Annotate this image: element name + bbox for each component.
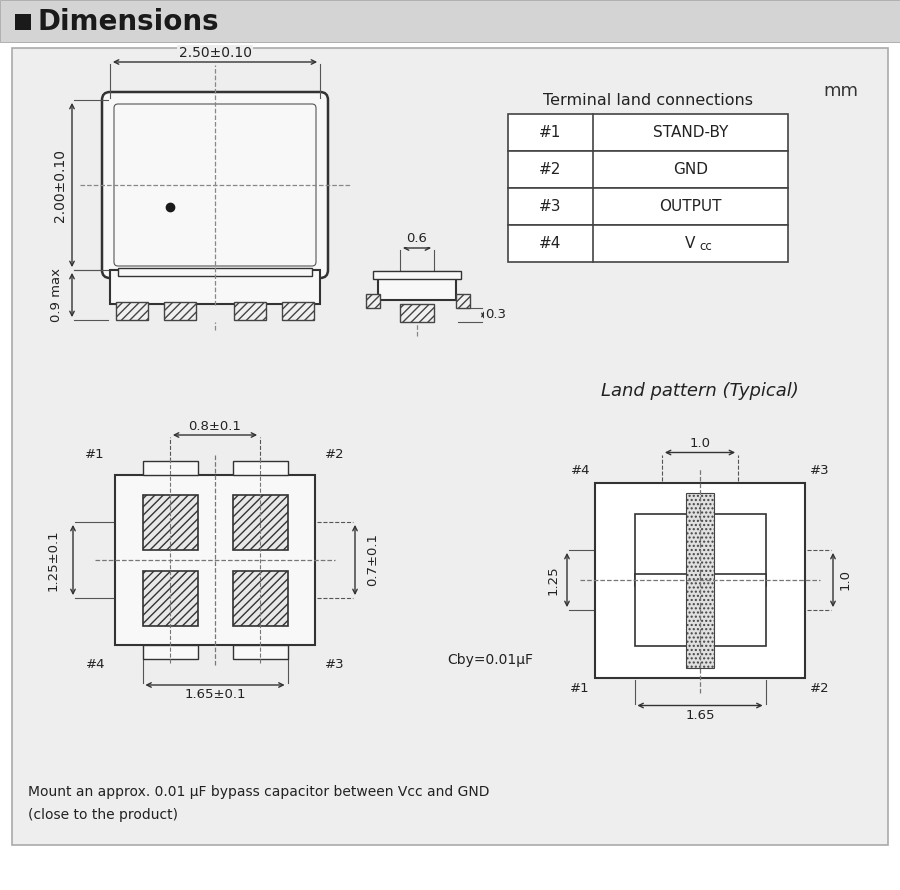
Text: #3: #3 (539, 199, 562, 214)
Text: Cby=0.01μF: Cby=0.01μF (447, 653, 533, 667)
Bar (686, 492, 714, 668)
Text: 0.3: 0.3 (485, 309, 507, 321)
Text: (close to the product): (close to the product) (28, 808, 178, 822)
Text: #4: #4 (571, 465, 590, 478)
Bar (282, 302, 314, 320)
Bar (508, 151, 788, 188)
Bar (142, 570, 197, 626)
Text: #1: #1 (86, 449, 105, 462)
Bar (142, 645, 197, 659)
Bar (116, 302, 148, 320)
Bar (234, 302, 266, 320)
FancyBboxPatch shape (114, 104, 316, 266)
Text: 0.7±0.1: 0.7±0.1 (366, 533, 380, 587)
Text: 0.8±0.1: 0.8±0.1 (189, 419, 241, 433)
Text: 1.0: 1.0 (689, 437, 710, 450)
Bar (456, 294, 470, 308)
Bar (378, 272, 456, 300)
Text: 0.9 max: 0.9 max (50, 268, 64, 322)
Text: STAND-BY: STAND-BY (652, 125, 728, 140)
Text: #1: #1 (571, 683, 590, 695)
Bar (12, 48, 888, 845)
Text: #4: #4 (86, 659, 105, 671)
Bar (634, 574, 689, 646)
Text: #2: #2 (539, 162, 562, 177)
Text: 1.65±0.1: 1.65±0.1 (184, 689, 246, 701)
Text: Land pattern (Typical): Land pattern (Typical) (601, 382, 799, 400)
Bar (142, 495, 197, 549)
Bar (142, 461, 197, 475)
Text: #3: #3 (810, 465, 830, 478)
Bar (232, 461, 287, 475)
Bar (373, 271, 461, 279)
Text: 1.0: 1.0 (839, 570, 851, 590)
Bar (0, 0, 900, 42)
Bar (15, 14, 31, 30)
Bar (232, 495, 287, 549)
Text: 1.65: 1.65 (685, 709, 715, 722)
Text: 1.25: 1.25 (546, 565, 560, 595)
Bar (232, 570, 287, 626)
Text: 0.6: 0.6 (407, 232, 428, 246)
Bar (400, 304, 434, 322)
Bar (366, 294, 380, 308)
Text: OUTPUT: OUTPUT (659, 199, 722, 214)
Bar (164, 302, 196, 320)
Text: mm: mm (823, 82, 858, 100)
Bar (595, 482, 805, 677)
Text: Mount an approx. 0.01 μF bypass capacitor between Vcc and GND: Mount an approx. 0.01 μF bypass capacito… (28, 785, 490, 799)
Text: #1: #1 (539, 125, 562, 140)
Text: #2: #2 (325, 449, 345, 462)
Text: 2.50±0.10: 2.50±0.10 (178, 46, 251, 60)
Bar (232, 645, 287, 659)
Text: #2: #2 (810, 683, 830, 695)
Bar (508, 114, 788, 151)
Bar (115, 475, 315, 645)
Bar (508, 188, 788, 225)
FancyBboxPatch shape (102, 92, 328, 278)
Text: cc: cc (699, 240, 712, 253)
Bar (508, 225, 788, 262)
Bar (118, 268, 312, 276)
Text: #4: #4 (539, 236, 562, 251)
Bar (710, 514, 766, 586)
Text: 2.00±0.10: 2.00±0.10 (53, 149, 67, 222)
Text: V: V (685, 236, 696, 251)
Text: #3: #3 (325, 659, 345, 671)
Bar (110, 270, 320, 304)
Text: Dimensions: Dimensions (38, 8, 220, 36)
Text: Terminal land connections: Terminal land connections (543, 93, 753, 108)
Bar (710, 574, 766, 646)
Bar (634, 514, 689, 586)
Text: GND: GND (673, 162, 708, 177)
Text: 1.25±0.1: 1.25±0.1 (47, 530, 59, 591)
